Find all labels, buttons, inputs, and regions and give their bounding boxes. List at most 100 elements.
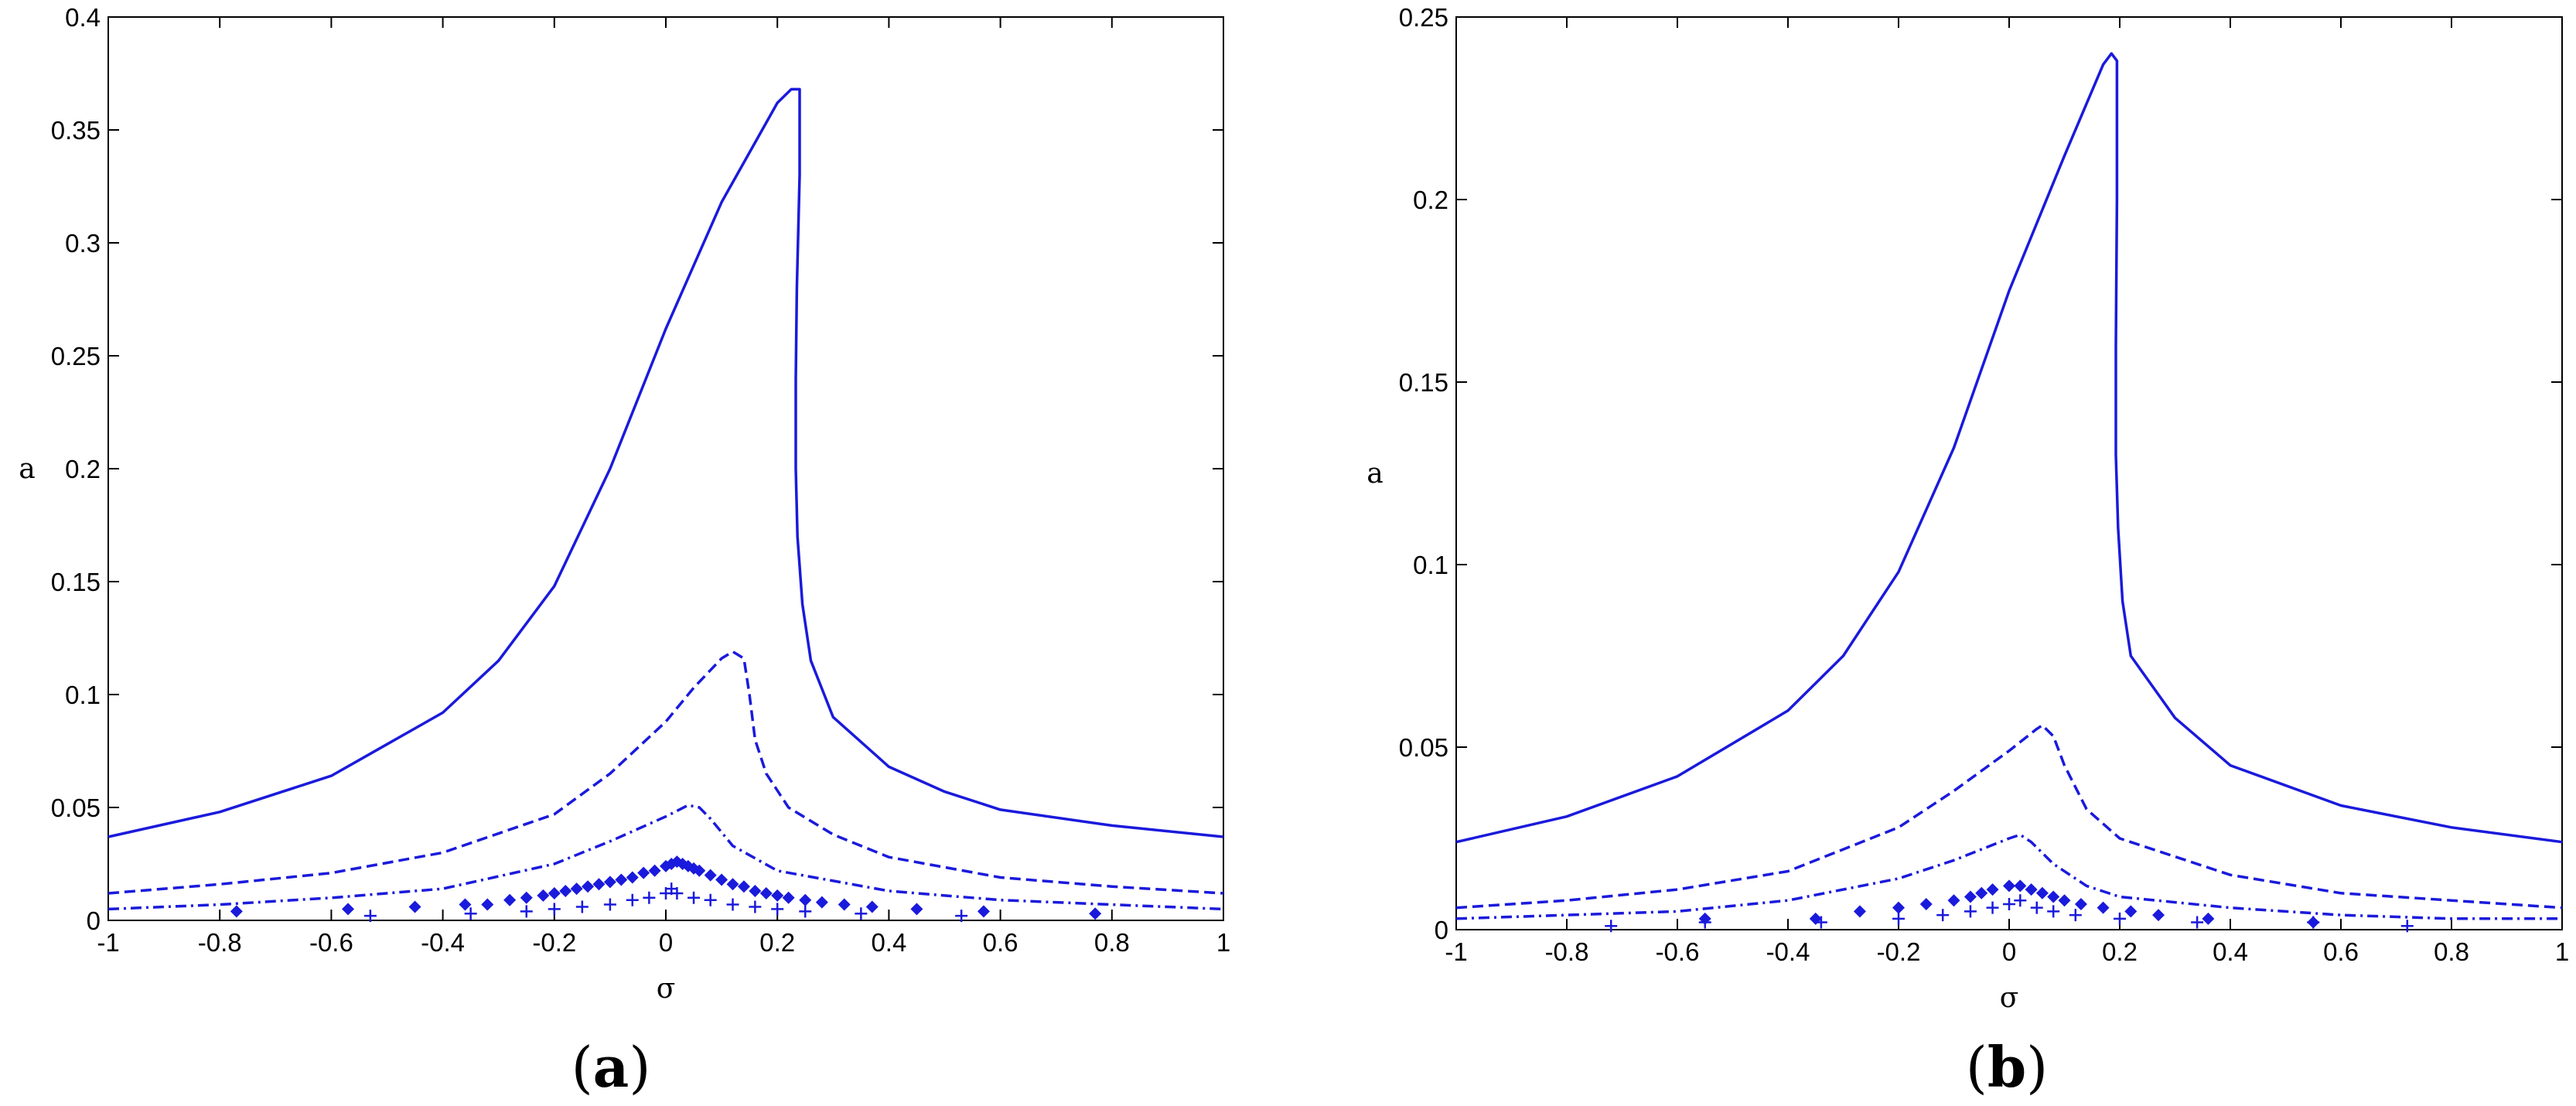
diamond-marker <box>1892 901 1905 914</box>
diamond-marker <box>1964 890 1977 903</box>
x-tick-label: 0.4 <box>2213 937 2248 966</box>
plus-marker <box>771 903 784 916</box>
diamond-marker <box>626 871 639 884</box>
diamond-marker <box>737 880 750 893</box>
diamond-marker <box>693 864 706 877</box>
series-line-solid <box>1455 52 2563 844</box>
y-tick-label: 0.2 <box>65 455 101 483</box>
diamond-marker <box>637 866 650 879</box>
y-tick-label: 0.3 <box>65 229 101 258</box>
series-line-dashdot <box>107 804 1224 911</box>
diamond-marker <box>615 873 628 886</box>
diamond-marker <box>481 898 494 911</box>
diamond-marker <box>537 889 550 902</box>
diamond-marker <box>799 893 812 906</box>
plus-marker <box>2014 894 2027 907</box>
x-tick-label: 0.4 <box>871 928 906 957</box>
y-tick-label: 0.15 <box>51 568 101 596</box>
plus-marker <box>726 898 739 911</box>
diamond-marker <box>2058 894 2071 907</box>
x-tick-label: -0.8 <box>198 928 242 957</box>
plus-marker <box>1986 901 1999 914</box>
diamond-marker <box>759 886 773 899</box>
plus-marker <box>520 905 533 918</box>
x-tick-label: 1 <box>2555 937 2569 966</box>
plus-marker <box>799 905 812 918</box>
diamond-marker <box>520 891 533 904</box>
y-tick-label: 0.1 <box>65 681 101 709</box>
series-line-dashed <box>1455 723 2563 910</box>
plus-marker <box>2030 901 2043 914</box>
plot-frame-b <box>1455 16 2563 930</box>
y-tick-label: 0.1 <box>1413 551 1448 579</box>
plus-marker <box>464 907 477 920</box>
plus-marker <box>2003 897 2015 910</box>
diamond-marker <box>977 905 990 918</box>
y-tick-label: 0.4 <box>65 3 101 32</box>
diamond-marker <box>865 900 879 913</box>
diamond-marker <box>715 873 728 886</box>
diamond-marker <box>342 903 355 916</box>
plus-marker <box>363 910 377 923</box>
diamond-marker <box>648 864 661 877</box>
y-tick-label: 0.05 <box>51 794 101 822</box>
y-tick-label: 0.35 <box>51 116 101 145</box>
diamond-marker <box>726 878 739 891</box>
panel-label-a: (a) <box>571 1034 651 1100</box>
x-tick-label: 0.2 <box>2102 937 2138 966</box>
plus-marker <box>2069 909 2082 922</box>
x-tick-label: 1 <box>1216 928 1230 957</box>
plus-marker <box>643 891 656 904</box>
x-tick-label: -0.2 <box>532 928 576 957</box>
diamond-marker <box>1853 905 1866 918</box>
plus-marker <box>704 893 717 906</box>
x-tick-label: -0.6 <box>1656 937 1700 966</box>
plot-frame-a <box>107 16 1224 921</box>
diamond-marker <box>592 878 606 891</box>
diamond-marker <box>559 885 572 898</box>
diamond-marker <box>570 882 583 896</box>
x-tick-label: -1 <box>1445 937 1467 966</box>
diamond-marker <box>910 903 923 916</box>
series-line-solid <box>107 87 1224 838</box>
y-axis-label: a <box>19 453 35 485</box>
diamond-marker <box>815 896 828 909</box>
diamond-marker <box>2097 901 2110 914</box>
x-tick-label: 0 <box>2002 937 2016 966</box>
chart-a: -1 -0.8 -0.6 -0.4 -0.2 0 0.2 0.4 0.6 0.8 1 0 0.05 0.1… <box>19 3 1230 1100</box>
diamond-marker <box>704 869 717 882</box>
x-axis-label: σ <box>2000 982 2019 1014</box>
y-tick-label: 0.15 <box>1399 368 1448 397</box>
x-tick-label: -1 <box>97 928 119 957</box>
plus-marker <box>1814 916 1827 929</box>
x-tick-label: -0.4 <box>1766 937 1810 966</box>
diamond-marker <box>603 876 616 889</box>
diamond-marker <box>503 893 517 906</box>
diamond-marker <box>2035 886 2049 899</box>
diamond-marker <box>2124 905 2138 918</box>
plus-marker <box>688 891 701 904</box>
x-tick-label: 0.6 <box>2323 937 2359 966</box>
diamond-marker <box>1986 883 1999 896</box>
y-tick-label: 0.25 <box>1399 3 1448 32</box>
diamond-marker <box>771 889 784 902</box>
panel-label-b: (b) <box>1966 1034 2049 1100</box>
x-tick-label: 0.6 <box>983 928 1018 957</box>
diamond-marker <box>749 885 762 898</box>
series-line-dashdot <box>1455 833 2562 920</box>
x-tick-label: -0.8 <box>1545 937 1589 966</box>
diamond-marker <box>1947 894 1960 907</box>
plus-marker <box>749 900 762 913</box>
plus-marker <box>2047 905 2060 918</box>
diamond-marker <box>582 880 595 893</box>
x-tick-label: 0.8 <box>2434 937 2469 966</box>
diamond-marker <box>548 886 561 899</box>
chart-b: -1 -0.8 -0.6 -0.4 -0.2 0 0.2 0.4 0.6 0.8 1 0 0.05 0.1… <box>1366 3 2569 1100</box>
plus-marker <box>1936 909 1950 922</box>
diamond-marker <box>459 898 472 911</box>
diamond-marker <box>2014 879 2027 893</box>
plus-marker <box>1892 912 1905 925</box>
plus-marker <box>2400 920 2414 933</box>
diamond-marker <box>2025 883 2038 896</box>
